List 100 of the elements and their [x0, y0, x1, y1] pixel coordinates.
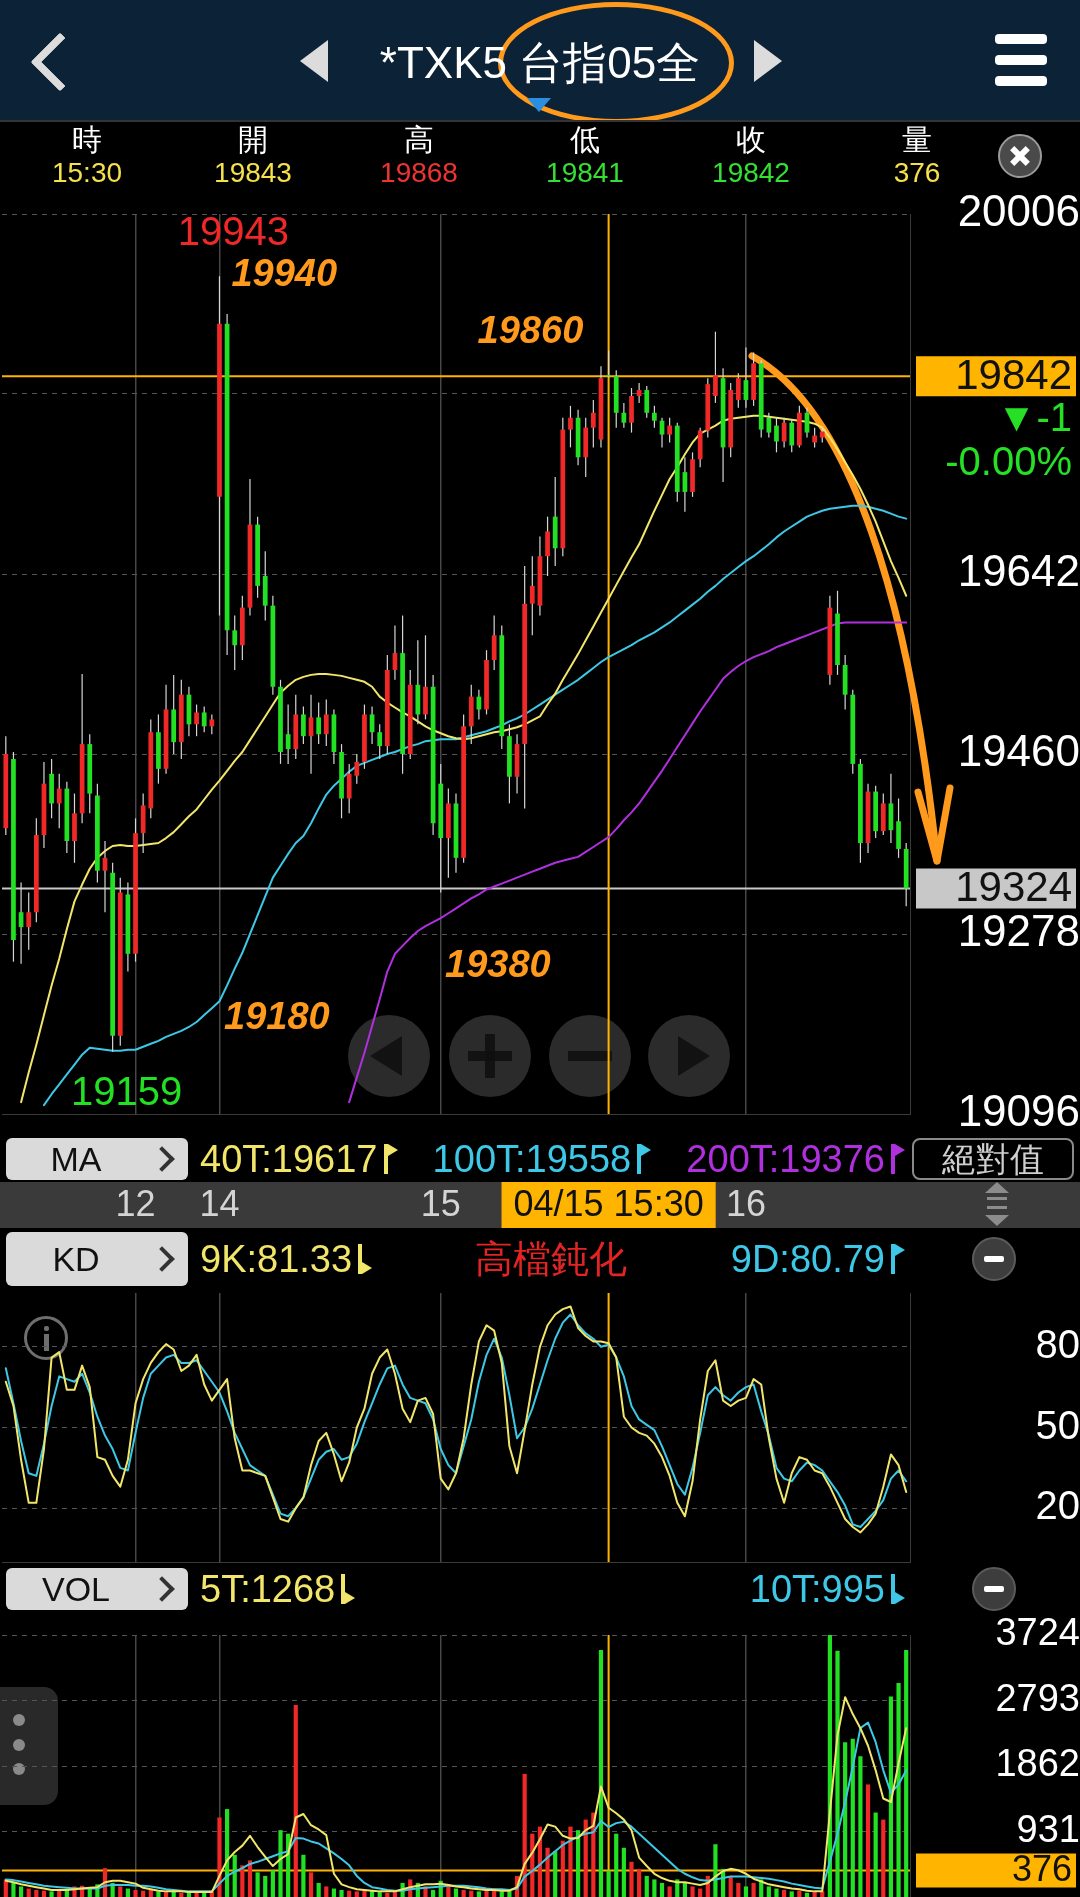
candlestick	[201, 705, 207, 733]
text: 19842	[712, 157, 790, 188]
bar	[843, 1742, 848, 1897]
candlestick	[354, 753, 360, 785]
bar	[812, 1892, 817, 1897]
bar	[621, 1847, 626, 1897]
y-tick-label: 80	[1035, 1321, 1080, 1366]
text: 19868	[380, 157, 458, 188]
bar	[644, 1875, 649, 1897]
bar	[316, 1882, 321, 1897]
candlestick	[735, 372, 741, 409]
bar	[568, 1826, 573, 1897]
bar	[217, 1817, 222, 1897]
x-tick-label: 04/15 15:30	[513, 1182, 704, 1224]
bar	[354, 1891, 359, 1897]
bar	[255, 1872, 260, 1897]
candlestick	[652, 405, 657, 429]
bar	[736, 1882, 741, 1897]
legend-title: MA	[50, 1140, 102, 1178]
y-tick-label: 20	[1035, 1483, 1080, 1528]
candlestick	[812, 427, 817, 449]
bar	[18, 1886, 24, 1897]
bar	[11, 1882, 16, 1897]
candlestick	[316, 701, 322, 745]
annotation: 19940	[231, 251, 338, 294]
bar	[690, 1886, 695, 1897]
bar	[476, 1891, 481, 1897]
y-tick-label: 50	[1035, 1402, 1080, 1447]
text: 量	[902, 123, 932, 156]
bar	[270, 1870, 275, 1897]
text: -0.00%	[945, 439, 1072, 484]
candlestick	[590, 399, 596, 449]
x-tick-label: 16	[725, 1182, 766, 1224]
candlestick	[209, 713, 215, 735]
candlestick	[194, 703, 199, 737]
bar	[888, 1696, 894, 1897]
bar	[331, 1888, 337, 1897]
bar	[575, 1830, 581, 1897]
legend-label: 10T:995	[749, 1568, 885, 1610]
bar	[743, 1886, 749, 1897]
text: 100T:19558	[432, 1138, 632, 1180]
y-tick-label: 3724	[995, 1611, 1080, 1654]
candlestick	[789, 419, 795, 453]
bar	[324, 1886, 329, 1897]
candlestick	[766, 412, 772, 439]
legend-label: 9K:81.33	[200, 1238, 353, 1280]
bar	[34, 1889, 39, 1897]
text: 高檔鈍化	[475, 1238, 628, 1280]
bar	[247, 1860, 253, 1897]
bar	[881, 1819, 886, 1897]
text: 376	[893, 157, 941, 188]
bar	[431, 1889, 436, 1897]
legend-label: 9D:80.79	[730, 1238, 885, 1280]
candlestick	[377, 723, 383, 760]
bar	[453, 1888, 459, 1897]
dropdown-button: MA	[6, 1138, 188, 1180]
text: 15:30	[51, 157, 123, 188]
y-tick-label: 19642	[957, 546, 1080, 596]
bar	[652, 1879, 657, 1897]
bar	[629, 1861, 634, 1897]
text: 低	[570, 123, 600, 156]
candlestick	[285, 703, 291, 765]
bar	[263, 1875, 268, 1897]
y-tick-label: 1862	[995, 1742, 1080, 1785]
bar	[698, 1888, 703, 1897]
dropdown-button: VOL	[6, 1568, 188, 1610]
bar	[682, 1882, 688, 1897]
bar	[553, 1851, 558, 1897]
bar	[782, 1889, 787, 1897]
text: 開	[238, 123, 268, 156]
candlestick	[232, 614, 238, 671]
bar	[789, 1891, 794, 1897]
bar	[461, 1889, 466, 1897]
legend-label: 5T:1268	[200, 1568, 336, 1610]
bar	[667, 1886, 672, 1897]
bar	[858, 1756, 863, 1897]
ref-line-label: 19842	[955, 350, 1072, 398]
y-tick-label: 2793	[995, 1676, 1080, 1719]
bar	[713, 1844, 718, 1897]
annotation: 19943	[177, 209, 290, 254]
candlestick	[56, 773, 62, 829]
y-tick-label: 20006	[957, 186, 1080, 236]
bar	[637, 1868, 642, 1897]
y-tick-label: 931	[1016, 1807, 1080, 1850]
text: 收	[736, 123, 766, 156]
candlestick	[774, 417, 779, 453]
candlestick	[713, 331, 718, 404]
bar	[49, 1891, 54, 1897]
x-tick-label: 12	[115, 1182, 156, 1224]
candlestick	[644, 385, 650, 419]
annotation: 19380	[445, 943, 551, 986]
annotation: 19860	[477, 308, 584, 351]
candlestick	[26, 891, 32, 951]
bar	[865, 1784, 871, 1897]
text: 高	[404, 123, 434, 156]
candlestick	[529, 555, 535, 636]
bar	[133, 1889, 138, 1897]
bar	[308, 1872, 314, 1897]
bar	[766, 1886, 771, 1897]
bar	[614, 1833, 619, 1897]
